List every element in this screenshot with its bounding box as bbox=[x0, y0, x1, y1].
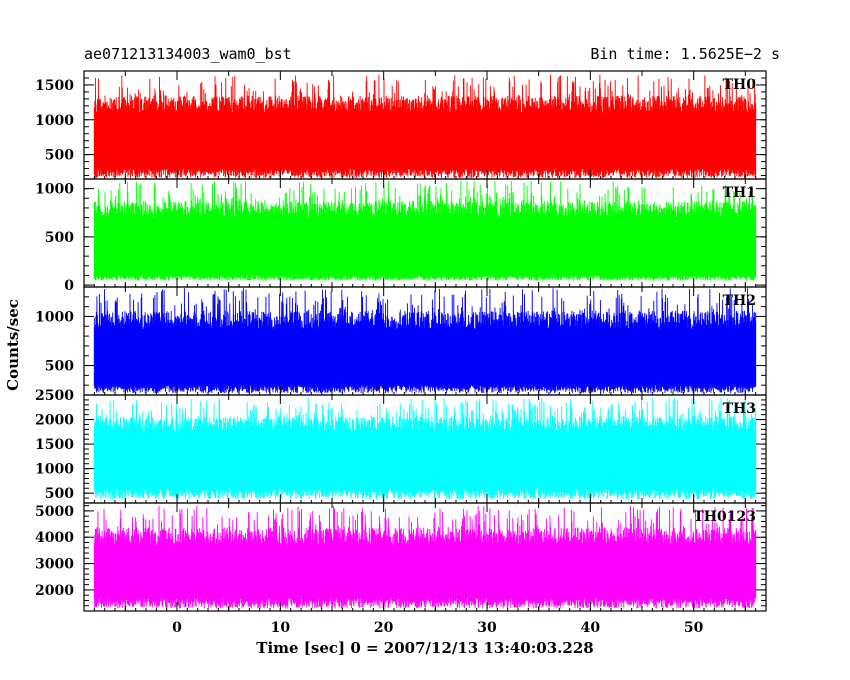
x-tick-label: 20 bbox=[374, 620, 394, 636]
y-tick-label: 500 bbox=[45, 359, 74, 375]
y-tick-label: 0 bbox=[64, 278, 74, 294]
y-tick-label: 3000 bbox=[35, 557, 74, 573]
series-band-th1 bbox=[94, 217, 756, 276]
y-axis-label: Counts/sec bbox=[4, 299, 22, 391]
panel-th0: 500 1000 1500 TH0 bbox=[35, 70, 767, 180]
panel-label-th0123: TH0123 bbox=[693, 509, 756, 525]
panel-th3: 500 1000 1500 2000 2500 TH3 bbox=[35, 388, 767, 504]
x-tick-label: 10 bbox=[271, 620, 291, 636]
panel-th1: 0 500 1000 TH1 bbox=[35, 178, 767, 294]
x-tick-label: 40 bbox=[581, 620, 601, 636]
panel-label-th3: TH3 bbox=[723, 401, 756, 417]
y-tick-label: 1000 bbox=[35, 182, 74, 198]
y-tick-label: 500 bbox=[45, 230, 74, 246]
x-tick-label: 50 bbox=[684, 620, 704, 636]
y-tick-label: 2000 bbox=[35, 413, 74, 429]
panel-th0123: 2000 3000 4000 5000 TH0123 bbox=[35, 502, 767, 612]
y-tick-label: 1000 bbox=[35, 113, 74, 129]
series-band-th0 bbox=[94, 112, 756, 169]
y-tick-label: 1000 bbox=[35, 309, 74, 325]
x-tick-label: 30 bbox=[477, 620, 497, 636]
bin-time-label: Bin time: 1.5625E−2 s bbox=[590, 45, 780, 63]
panel-th2: 500 1000 TH2 bbox=[35, 286, 767, 396]
y-tick-label: 1500 bbox=[35, 437, 74, 453]
x-axis-label: Time [sec] 0 = 2007/12/13 13:40:03.228 bbox=[256, 639, 593, 657]
y-tick-label: 5000 bbox=[35, 504, 74, 520]
y-tick-label: 1500 bbox=[35, 78, 74, 94]
y-tick-label: 500 bbox=[45, 148, 74, 164]
y-tick-label: 1000 bbox=[35, 462, 74, 478]
series-band-th3 bbox=[94, 431, 756, 489]
panel-label-th1: TH1 bbox=[723, 185, 756, 201]
series-band-th2 bbox=[94, 329, 756, 386]
y-tick-label: 500 bbox=[45, 486, 74, 502]
panel-label-th0: TH0 bbox=[723, 77, 757, 93]
y-tick-label: 2000 bbox=[35, 583, 74, 599]
panel-label-th2: TH2 bbox=[723, 293, 756, 309]
y-tick-label: 2500 bbox=[35, 388, 74, 404]
y-tick-label: 4000 bbox=[35, 530, 74, 546]
chart-title: ae071213134003_wam0_bst bbox=[84, 45, 292, 63]
x-tick-label: 0 bbox=[172, 620, 182, 636]
series-band-th0123 bbox=[94, 545, 756, 598]
